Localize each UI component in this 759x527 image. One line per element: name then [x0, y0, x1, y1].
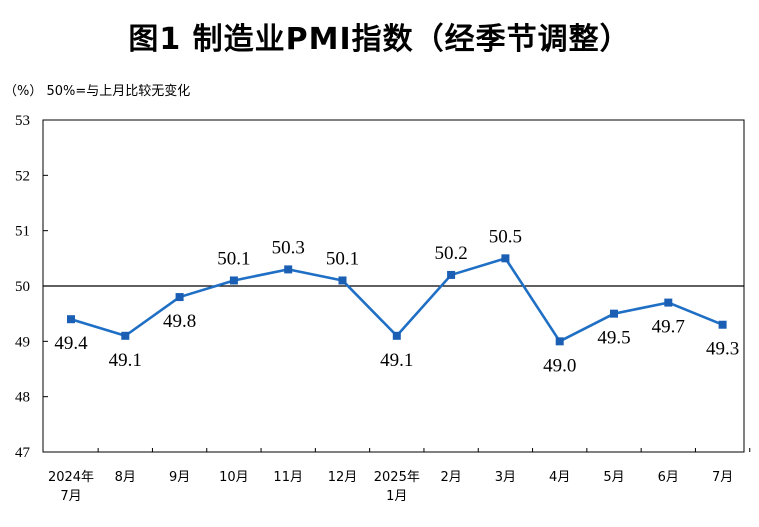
- y-tick-label: 53: [15, 113, 30, 129]
- unit-note: （%） 50%=与上月比较无变化: [4, 84, 191, 99]
- y-tick-label: 51: [15, 224, 30, 240]
- data-label: 50.1: [217, 248, 250, 269]
- data-label: 49.3: [706, 339, 739, 360]
- x-tick-label: 8月: [115, 470, 136, 485]
- data-point-marker: [718, 320, 727, 329]
- data-point-marker: [555, 337, 564, 346]
- y-tick-label: 52: [15, 168, 30, 184]
- data-label: 50.1: [326, 248, 359, 269]
- y-tick-label: 48: [15, 390, 30, 406]
- data-point-marker: [447, 270, 456, 279]
- data-label: 49.8: [163, 311, 196, 332]
- x-tick-label: 10月: [219, 470, 249, 485]
- chart-title: 图1 制造业PMI指数（经季节调整）: [128, 22, 631, 57]
- y-tick-label: 49: [15, 334, 30, 350]
- data-point-marker: [392, 331, 401, 340]
- x-tick-label: 2024年: [48, 470, 94, 485]
- x-tick-label: 7月: [60, 489, 81, 504]
- data-point-marker: [284, 265, 293, 274]
- y-tick-label: 47: [15, 445, 31, 461]
- data-label: 49.5: [597, 328, 630, 349]
- x-tick-label: 6月: [658, 470, 679, 485]
- x-tick-label: 2月: [440, 470, 461, 485]
- data-label: 49.1: [380, 350, 413, 371]
- data-point-marker: [501, 254, 510, 263]
- x-axis-ticks: 2024年 7月 8月 9月 10月 11月 12月 2025年 1月 2月 3月 4月 5月 6月 7月: [48, 448, 751, 504]
- y-tick-label: 50: [15, 279, 30, 295]
- x-tick-label: 12月: [328, 470, 358, 485]
- x-tick-label: 9月: [169, 470, 190, 485]
- data-point-marker: [121, 331, 130, 340]
- data-point-marker: [229, 276, 238, 285]
- data-point-marker: [67, 315, 75, 324]
- data-label: 50.5: [489, 226, 522, 247]
- x-tick-label: 1月: [386, 489, 407, 504]
- data-label: 50.2: [434, 243, 467, 264]
- data-labels: 49.4 49.1 49.8 50.1 50.3 50.1 49.1 50.2 50.5 49.0…: [54, 226, 739, 376]
- data-point-marker: [610, 309, 618, 318]
- x-tick-label: 11月: [273, 470, 303, 485]
- pmi-series-markers: [67, 254, 727, 346]
- data-point-marker: [338, 276, 347, 285]
- data-label: 49.1: [109, 350, 142, 371]
- x-tick-label: 2025年: [374, 470, 420, 485]
- data-label: 49.7: [652, 317, 685, 338]
- data-label: 49.0: [543, 355, 576, 376]
- x-tick-label: 5月: [603, 470, 624, 485]
- data-point-marker: [664, 298, 673, 307]
- data-label: 49.4: [54, 333, 88, 354]
- data-point-marker: [175, 293, 184, 302]
- x-tick-label: 4月: [549, 470, 570, 485]
- x-tick-label: 7月: [712, 470, 733, 485]
- y-axis-ticks: 47 48 49 50 51 52 53: [15, 113, 48, 461]
- data-label: 50.3: [272, 237, 305, 258]
- x-tick-label: 3月: [495, 470, 516, 485]
